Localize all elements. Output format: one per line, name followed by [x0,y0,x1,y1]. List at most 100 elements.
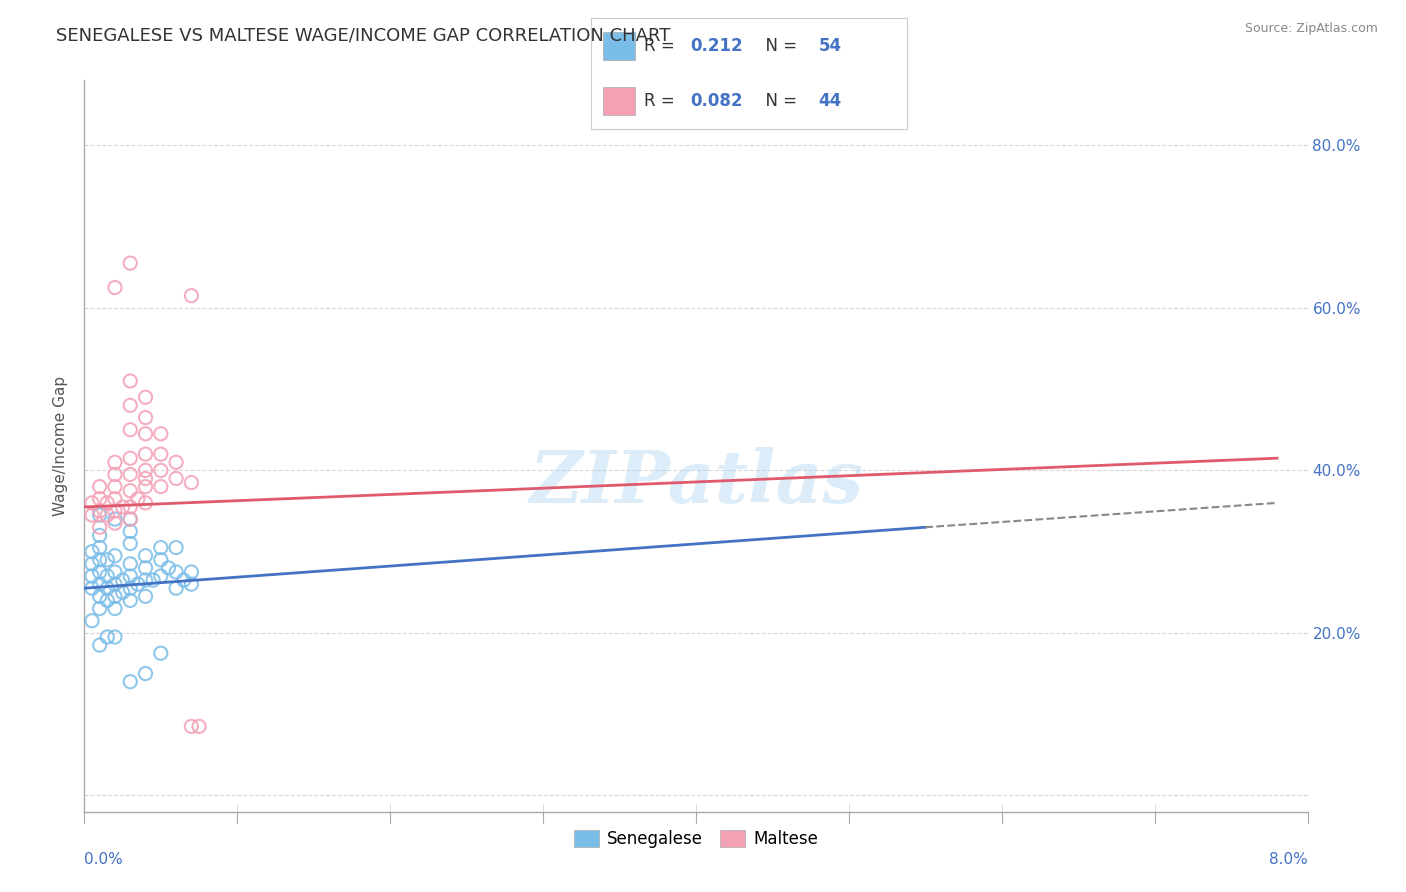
Point [80,614,103,628]
Point [149,463,172,477]
Point [135,573,157,587]
Point [80,581,103,595]
Point [104,504,127,518]
Text: 0.0%: 0.0% [84,852,124,867]
Point [157,561,180,575]
Point [120,557,142,571]
Text: 44: 44 [818,92,842,110]
Point [120,451,142,466]
Text: N =: N = [755,37,803,55]
Point [120,569,142,583]
Point [165,455,187,469]
Point [135,549,157,563]
Point [96,569,118,583]
Point [120,512,142,526]
Text: N =: N = [755,92,803,110]
Text: ZIPatlas: ZIPatlas [529,447,863,518]
Point [80,544,103,558]
Point [149,447,172,461]
Point [180,475,202,490]
Point [104,491,127,506]
Point [180,719,202,733]
Point [120,398,142,412]
Text: 8.0%: 8.0% [1268,852,1308,867]
Point [165,581,187,595]
Point [120,524,142,539]
Point [135,590,157,604]
Point [104,549,127,563]
Point [111,573,134,587]
Point [135,666,157,681]
Point [120,256,142,270]
Point [89,601,111,615]
Point [89,504,111,518]
Point [180,565,202,579]
Point [104,512,127,526]
Point [89,590,111,604]
Point [135,496,157,510]
Point [149,646,172,660]
Text: R =: R = [644,37,681,55]
Point [180,288,202,302]
Point [127,491,149,506]
Point [127,577,149,591]
Point [120,423,142,437]
Text: Source: ZipAtlas.com: Source: ZipAtlas.com [1244,22,1378,36]
Point [89,520,111,534]
Point [135,463,157,477]
Legend: Senegalese, Maltese: Senegalese, Maltese [567,823,825,855]
Point [104,601,127,615]
Point [96,496,118,510]
Text: R =: R = [644,92,681,110]
Point [89,577,111,591]
Point [120,483,142,498]
Point [120,467,142,482]
Point [135,471,157,485]
Point [96,630,118,644]
Text: 54: 54 [818,37,841,55]
Point [135,447,157,461]
Point [120,374,142,388]
Point [80,569,103,583]
Point [120,581,142,595]
Point [120,500,142,514]
Text: 0.082: 0.082 [690,92,742,110]
Point [135,410,157,425]
Point [165,541,187,555]
Point [104,467,127,482]
Point [104,577,127,591]
Point [135,390,157,404]
Point [96,553,118,567]
Point [104,280,127,294]
Point [80,508,103,522]
Point [173,573,195,587]
Point [89,491,111,506]
Point [89,508,111,522]
Point [89,553,111,567]
Point [80,496,103,510]
Point [80,557,103,571]
Point [104,455,127,469]
Point [149,426,172,441]
Point [120,536,142,550]
Point [180,577,202,591]
Point [104,516,127,531]
Point [135,426,157,441]
Point [149,480,172,494]
Text: 0.212: 0.212 [690,37,742,55]
Point [120,512,142,526]
Point [111,500,134,514]
Point [165,471,187,485]
Point [96,593,118,607]
Point [149,541,172,555]
Point [104,565,127,579]
Point [120,674,142,689]
Point [149,553,172,567]
Point [96,508,118,522]
Point [96,581,118,595]
Point [135,561,157,575]
Point [135,480,157,494]
Point [89,528,111,542]
Point [142,573,165,587]
FancyBboxPatch shape [603,32,636,61]
